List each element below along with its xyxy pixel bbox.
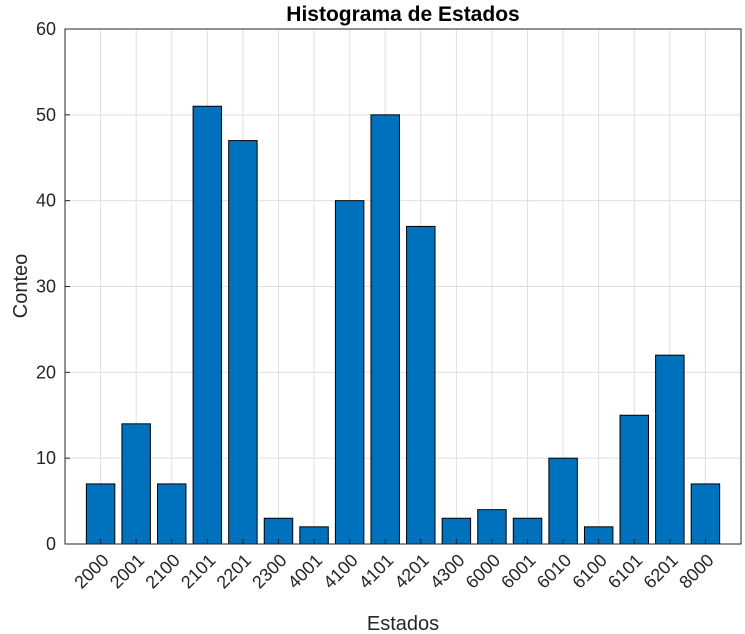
chart-title: Histograma de Estados (286, 3, 519, 26)
y-tick-label: 60 (36, 19, 56, 39)
y-tick-label: 10 (36, 448, 56, 468)
x-axis-label: Estados (367, 613, 439, 634)
bar-6010 (548, 457, 578, 545)
bar-2001 (121, 423, 151, 545)
x-tick-label-6001: 6001 (497, 550, 539, 592)
x-tick-label-4201: 4201 (391, 550, 433, 592)
x-axis-ticks: 2000200121002101220123004001410041014201… (70, 539, 718, 593)
x-tick-label-4300: 4300 (426, 550, 468, 592)
y-tick-label: 40 (36, 191, 56, 211)
y-tick-label: 30 (36, 277, 56, 297)
bar-2100 (157, 483, 187, 545)
bar-2201 (228, 140, 258, 545)
bar-4100 (334, 200, 365, 545)
bar-2101 (192, 105, 223, 545)
y-tick-label: 50 (36, 105, 56, 125)
x-tick-label-4001: 4001 (284, 550, 326, 592)
bar-2000 (85, 483, 116, 545)
bar-4201 (406, 225, 436, 545)
x-tick-label-8000: 8000 (675, 550, 717, 592)
y-tick-label: 20 (36, 362, 56, 382)
x-tick-label-2300: 2300 (248, 550, 290, 592)
y-axis-label: Conteo (10, 254, 32, 319)
bar-4101 (370, 114, 400, 545)
y-axis-ticks: 0 10 20 30 40 50 60 (36, 19, 70, 554)
x-tick-label-2101: 2101 (177, 550, 219, 592)
x-tick-label-4100: 4100 (319, 550, 361, 592)
x-tick-label-6000: 6000 (462, 550, 504, 592)
x-tick-label-2100: 2100 (141, 550, 183, 592)
x-tick-label-6101: 6101 (604, 550, 646, 592)
x-tick-label-2001: 2001 (106, 550, 148, 592)
x-tick-label-6201: 6201 (640, 550, 682, 592)
x-tick-label-2000: 2000 (70, 550, 112, 592)
bar-6101 (619, 414, 649, 545)
bar-6201 (655, 354, 685, 545)
x-tick-label-4101: 4101 (355, 550, 397, 592)
x-tick-label-6010: 6010 (533, 550, 575, 592)
bar-6000 (477, 509, 507, 545)
x-tick-label-2201: 2201 (213, 550, 255, 592)
x-tick-label-6100: 6100 (568, 550, 610, 592)
bar-8000 (690, 483, 721, 545)
y-tick-label: 0 (46, 534, 56, 554)
bars (85, 105, 721, 545)
